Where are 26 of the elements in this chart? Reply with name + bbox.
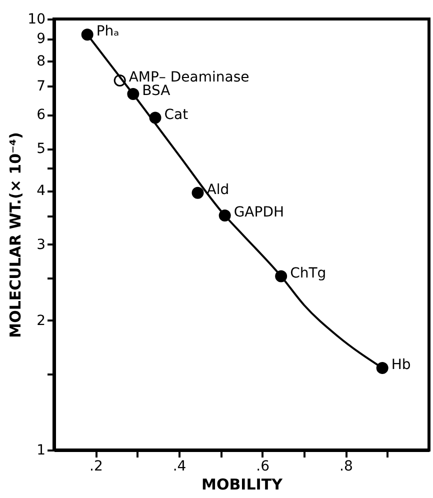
y-tick-label: 3	[36, 236, 46, 253]
y-tick-label: 4	[36, 183, 46, 200]
y-tick-label: 8	[36, 53, 46, 70]
y-axis-title: MOLECULAR WT.(× 10⁻⁴)	[6, 132, 25, 338]
point	[192, 186, 204, 199]
annotation: Hb	[391, 356, 411, 373]
annotation: AMP– Deaminase	[128, 69, 250, 86]
annotation: BSA	[142, 82, 171, 99]
annotation: Cat	[164, 106, 189, 123]
annotation: Phₐ	[96, 24, 120, 40]
annotation: GAPDH	[234, 204, 284, 221]
x-tick-label: .6	[256, 458, 270, 474]
y-tick-label: 1	[36, 442, 46, 458]
annotation: ChTg	[290, 265, 326, 282]
y-tick-label: 6	[36, 107, 46, 124]
y-tick-label: 7	[36, 78, 46, 94]
y-tick-label: 10	[28, 12, 46, 28]
x-axis-title: MOBILITY	[202, 476, 284, 494]
x-tick-label: .8	[339, 458, 353, 474]
y-tick-label: 5	[36, 141, 46, 158]
x-tick-label: .4	[172, 458, 186, 474]
y-tick-label: 2	[36, 312, 46, 329]
y-tick-label: 9	[36, 31, 46, 48]
annotation: Ald	[206, 182, 230, 198]
point	[81, 28, 94, 41]
x-tick-label: .2	[89, 458, 103, 474]
